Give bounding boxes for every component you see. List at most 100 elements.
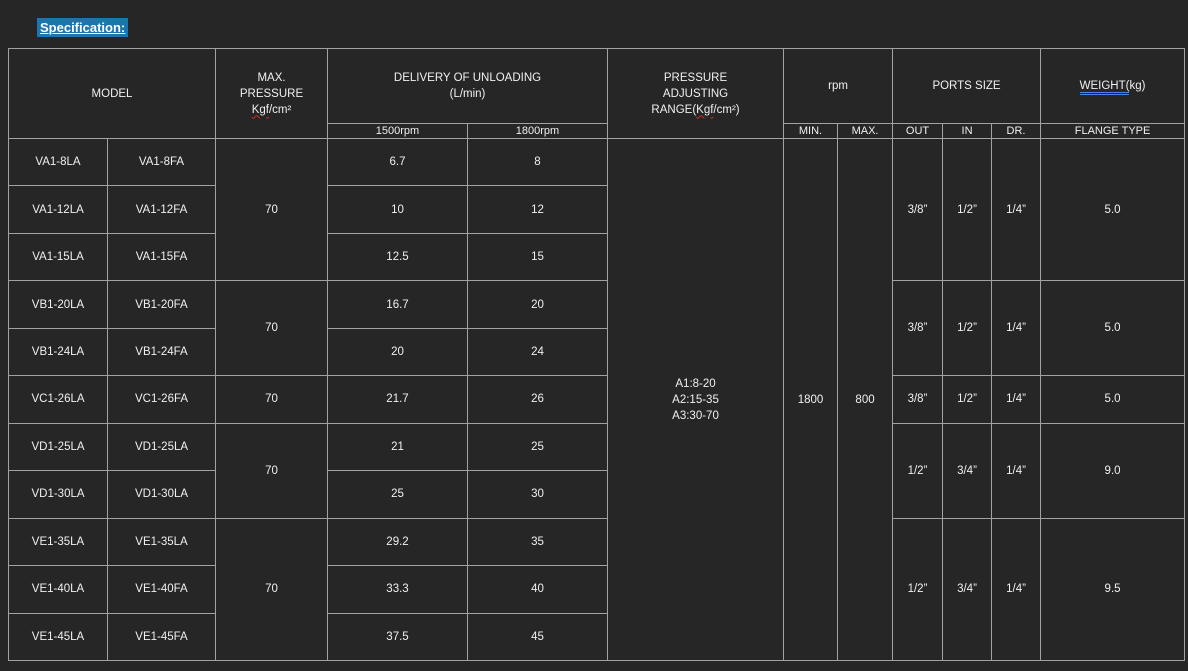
header-1800rpm: 1800rpm (466, 123, 609, 139)
header-weight: WEIGHT(kg) (1040, 48, 1186, 124)
header-ports-label: PORTS SIZE (932, 80, 1001, 92)
cell-delivery-1800: 45 (466, 612, 609, 662)
table-row: VD1-30LA VD1-30LA 25 30 (8, 470, 1185, 519)
table-row: VE1-35LA VE1-35LA 70 29.2 35 1/2” 3/4” 1… (8, 517, 1186, 662)
table-row: VE1-40LA VE1-40FA 33.3 40 (8, 565, 1185, 614)
header-1500rpm: 1500rpm (327, 123, 468, 139)
cell-delivery-1800: 8 (466, 137, 609, 187)
header-rpm-label: rpm (828, 80, 848, 92)
cell-port-in: 3/4” (942, 422, 993, 519)
cell-rpm-min: 1800 (783, 138, 839, 661)
misspelled-word: Kgf (251, 103, 269, 116)
cell-model-fa: VB1-24FA (107, 327, 216, 377)
cell-model-fa: VE1-40FA (107, 565, 216, 614)
cell-model-fa: VD1-25LA (107, 422, 216, 472)
section-heading: Specification: (37, 18, 129, 37)
cell-delivery-1800: 12 (466, 185, 609, 234)
cell-port-out: 1/2” (892, 517, 944, 662)
cell-delivery-1500: 25 (327, 470, 468, 519)
header-adjusting-line3: RANGE(Kgf/cm²) (651, 103, 740, 116)
cell-delivery-1500: 21 (327, 422, 468, 472)
table-row: VC1-26LA VC1-26FA 70 21.7 26 3/8” 1/2” 1… (8, 375, 1186, 424)
misspelled-word: Kgf (696, 103, 714, 116)
cell-model-fa: VA1-15FA (107, 232, 216, 282)
cell-model-la: VE1-40LA (8, 565, 108, 614)
header-delivery: DELIVERY OF UNLOADING (L/min) (326, 48, 609, 124)
cell-delivery-1800: 25 (466, 422, 609, 472)
header-port-out: OUT (892, 123, 944, 139)
cell-model-la: VA1-8LA (8, 137, 108, 187)
cell-delivery-1800: 20 (466, 280, 609, 329)
cell-delivery-1500: 29.2 (327, 517, 468, 567)
cell-max-pressure: 70 (215, 280, 328, 377)
cell-model-fa: VA1-12FA (107, 185, 216, 234)
header-adjusting-line2: ADJUSTING (662, 87, 729, 100)
header-adjusting-line1: PRESSURE (663, 71, 728, 84)
specification-table: MODEL MAX. PRESSURE Kgf/cm² DELIVERY OF … (8, 48, 1186, 662)
cell-delivery-1500: 21.7 (327, 375, 468, 424)
header-rpm: rpm (783, 48, 894, 124)
cell-delivery-1500: 10 (327, 185, 468, 234)
cell-model-fa: VB1-20FA (107, 280, 216, 329)
cell-port-out: 3/8” (892, 137, 944, 282)
cell-model-fa: VD1-30LA (107, 470, 216, 519)
cell-port-dr: 1/4” (991, 517, 1042, 662)
cell-delivery-1500: 12.5 (327, 232, 468, 282)
cell-port-out: 3/8” (892, 375, 944, 424)
cell-delivery-1500: 20 (327, 327, 468, 377)
header-row-sub: 1500rpm 1800rpm MIN. MAX. OUT IN DR. FLA… (9, 123, 1186, 139)
header-max-pressure-unit: Kgf/cm² (251, 103, 292, 116)
cell-model-la: VD1-30LA (8, 470, 108, 519)
cell-model-la: VC1-26LA (8, 375, 108, 424)
cell-delivery-1800: 15 (466, 232, 609, 282)
cell-delivery-1500: 16.7 (327, 280, 468, 329)
cell-port-in: 1/2” (942, 137, 993, 282)
cell-max-pressure: 70 (215, 137, 328, 282)
cell-port-dr: 1/4” (991, 137, 1042, 282)
cell-model-fa: VC1-26FA (107, 375, 216, 424)
grammar-flagged-word: WEIGHT( (1079, 80, 1130, 95)
table-row: VB1-20LA VB1-20FA 70 16.7 20 3/8” 1/2” 1… (8, 280, 1186, 377)
header-model-label: MODEL (91, 87, 133, 100)
cell-port-dr: 1/4” (991, 375, 1042, 424)
cell-delivery-1800: 26 (466, 375, 609, 424)
cell-max-pressure: 70 (215, 375, 328, 424)
cell-port-in: 1/2” (942, 375, 993, 424)
header-port-dr: DR. (991, 123, 1042, 139)
cell-port-dr: 1/4” (991, 422, 1042, 519)
cell-model-la: VB1-20LA (8, 280, 108, 329)
header-ports-size: PORTS SIZE (892, 48, 1042, 124)
cell-weight: 9.5 (1040, 517, 1186, 662)
cell-port-in: 3/4” (942, 517, 993, 662)
table-row: VA1-8LA VA1-8FA 70 6.7 8 A1:8-20 A2:15-3… (8, 137, 1186, 661)
header-max-pressure-line1: MAX. (257, 71, 286, 84)
table-row: VA1-15LA VA1-15FA 12.5 15 (8, 232, 1185, 282)
header-max-pressure: MAX. PRESSURE Kgf/cm² (215, 48, 328, 139)
cell-model-fa: VE1-35LA (107, 517, 216, 567)
table-row: VE1-45LA VE1-45FA 37.5 45 (8, 612, 1185, 662)
cell-delivery-1500: 33.3 (327, 565, 468, 614)
cell-max-pressure: 70 (215, 422, 328, 519)
header-rpm-max: MAX. (837, 123, 894, 139)
cell-delivery-1800: 35 (466, 517, 609, 567)
cell-weight: 5.0 (1040, 375, 1186, 424)
header-delivery-line1: DELIVERY OF UNLOADING (393, 72, 542, 84)
cell-model-la: VA1-12LA (8, 185, 108, 234)
header-row-main: MODEL MAX. PRESSURE Kgf/cm² DELIVERY OF … (8, 48, 1186, 139)
header-model: MODEL (8, 48, 216, 139)
cell-delivery-1800: 40 (466, 565, 609, 614)
cell-port-out: 3/8” (892, 280, 944, 377)
cell-max-pressure: 70 (215, 517, 328, 662)
cell-port-in: 1/2” (942, 280, 993, 377)
table-row: VD1-25LA VD1-25LA 70 21 25 1/2” 3/4” 1/4… (8, 422, 1186, 519)
table-row: VB1-24LA VB1-24FA 20 24 (8, 327, 1185, 377)
cell-model-la: VB1-24LA (8, 327, 108, 377)
cell-weight: 5.0 (1040, 280, 1186, 377)
cell-model-la: VE1-35LA (8, 517, 108, 567)
cell-delivery-1800: 24 (466, 327, 609, 377)
cell-rpm-max: 800 (837, 138, 894, 661)
cell-delivery-1500: 37.5 (327, 612, 468, 662)
table-row: VA1-12LA VA1-12FA 10 12 (8, 185, 1185, 234)
cell-weight: 5.0 (1040, 137, 1186, 282)
